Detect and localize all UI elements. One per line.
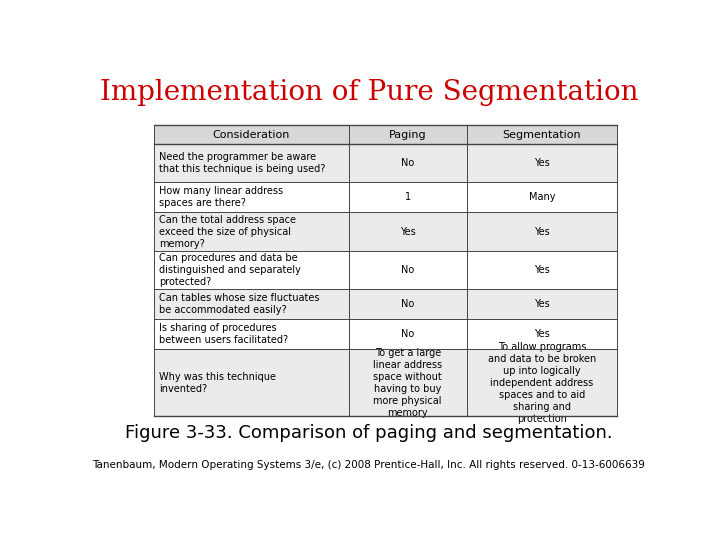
Bar — [154, 125, 617, 144]
Text: Figure 3-33. Comparison of paging and segmentation.: Figure 3-33. Comparison of paging and se… — [125, 424, 613, 442]
Text: Segmentation: Segmentation — [503, 130, 581, 139]
Text: Yes: Yes — [534, 329, 550, 339]
Text: Yes: Yes — [534, 158, 550, 168]
Bar — [154, 251, 617, 289]
Text: Consideration: Consideration — [212, 130, 290, 139]
Bar — [154, 319, 617, 349]
Text: Can tables whose size fluctuates
be accommodated easily?: Can tables whose size fluctuates be acco… — [158, 293, 319, 315]
Text: Can the total address space
exceed the size of physical
memory?: Can the total address space exceed the s… — [158, 215, 296, 248]
Text: Why was this technique
invented?: Why was this technique invented? — [158, 372, 276, 394]
Text: Yes: Yes — [534, 299, 550, 309]
Text: No: No — [401, 329, 415, 339]
Text: No: No — [401, 299, 415, 309]
Text: Is sharing of procedures
between users facilitated?: Is sharing of procedures between users f… — [158, 323, 288, 346]
Text: Need the programmer be aware
that this technique is being used?: Need the programmer be aware that this t… — [158, 152, 325, 174]
Text: Paging: Paging — [389, 130, 426, 139]
Text: Yes: Yes — [534, 227, 550, 237]
Text: No: No — [401, 158, 415, 168]
Bar — [154, 144, 617, 183]
Bar — [154, 212, 617, 251]
Text: 1: 1 — [405, 192, 411, 202]
Text: To get a large
linear address
space without
having to buy
more physical
memory: To get a large linear address space with… — [373, 348, 442, 418]
Text: Many: Many — [528, 192, 555, 202]
Text: Yes: Yes — [400, 227, 415, 237]
Bar — [154, 289, 617, 319]
Text: Implementation of Pure Segmentation: Implementation of Pure Segmentation — [100, 79, 638, 106]
Text: To allow programs
and data to be broken
up into logically
independent address
sp: To allow programs and data to be broken … — [488, 342, 596, 424]
Bar — [154, 183, 617, 212]
Text: Tanenbaum, Modern Operating Systems 3/e, (c) 2008 Prentice-Hall, Inc. All rights: Tanenbaum, Modern Operating Systems 3/e,… — [93, 460, 645, 470]
Text: No: No — [401, 265, 415, 275]
Text: Yes: Yes — [534, 265, 550, 275]
Text: Can procedures and data be
distinguished and separately
protected?: Can procedures and data be distinguished… — [158, 253, 300, 287]
Text: How many linear address
spaces are there?: How many linear address spaces are there… — [158, 186, 283, 208]
